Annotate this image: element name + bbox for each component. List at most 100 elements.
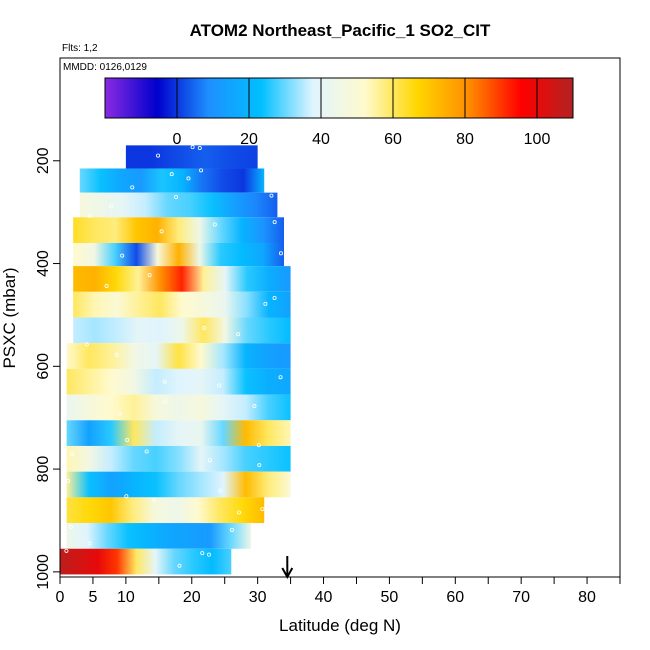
- x-tick-label: 80: [578, 589, 596, 606]
- flights-note: Flts: 1,2: [62, 43, 98, 54]
- sample-point: [252, 404, 257, 409]
- sample-point: [147, 273, 152, 278]
- y-axis: 200 400 600 800 1000: [35, 147, 60, 590]
- x-tick-label: 0: [56, 589, 65, 606]
- sample-point: [84, 342, 89, 347]
- sample-point: [174, 194, 179, 199]
- sample-point: [151, 497, 156, 502]
- y-tick-label: 200: [35, 147, 52, 174]
- sample-point: [69, 452, 74, 457]
- sample-point: [263, 301, 268, 306]
- sample-point: [208, 458, 213, 463]
- y-tick-label: 800: [35, 456, 52, 483]
- heatmap-row: [66, 368, 291, 395]
- colorbar-gradient: [104, 77, 574, 119]
- sample-points: [64, 145, 283, 568]
- sample-point: [117, 411, 122, 416]
- sample-point: [217, 383, 222, 388]
- x-tick-label: 5: [88, 589, 97, 606]
- heatmap-row: [73, 217, 284, 243]
- sample-point: [66, 478, 71, 483]
- sample-point: [87, 541, 92, 546]
- latitude-marker-arrow-icon: [281, 556, 294, 580]
- sample-point: [130, 185, 135, 190]
- heatmap-row: [79, 192, 278, 218]
- heatmap-row: [73, 266, 291, 292]
- x-axis-label: Latitude (deg N): [279, 616, 401, 635]
- sample-point: [260, 507, 265, 512]
- sample-point: [236, 510, 241, 515]
- y-tick-label: 400: [35, 250, 52, 277]
- sample-point: [144, 449, 149, 454]
- sample-point: [87, 213, 92, 218]
- heatmap-row: [79, 168, 265, 193]
- heatmap-row: [125, 145, 258, 169]
- x-tick-label: 40: [315, 589, 333, 606]
- heatmap-cells: [60, 145, 291, 575]
- sample-point: [169, 172, 174, 177]
- colorbar-tick-label: 0: [173, 131, 182, 148]
- sample-point: [64, 548, 69, 553]
- sample-point: [278, 375, 283, 380]
- sample-point: [199, 168, 204, 173]
- x-tick-label: 20: [183, 589, 201, 606]
- marker-head: [281, 567, 294, 580]
- x-tick-label: 50: [381, 589, 399, 606]
- colorbar-tick-label: 20: [240, 131, 258, 148]
- heatmap-row: [66, 343, 291, 369]
- sample-point: [125, 437, 130, 442]
- sample-point: [162, 379, 167, 384]
- sample-point: [114, 352, 119, 357]
- mmdd-note: MMDD: 0126,0129: [63, 62, 147, 73]
- heatmap-row: [73, 291, 291, 318]
- x-tick-label: 70: [512, 589, 530, 606]
- sample-point: [156, 153, 161, 158]
- sample-point: [256, 443, 261, 448]
- y-tick-label: 600: [35, 353, 52, 380]
- heatmap-row: [66, 471, 291, 498]
- plot-frame: [59, 57, 621, 578]
- sample-point: [197, 146, 202, 151]
- colorbar-tick-label: 40: [312, 131, 330, 148]
- x-axis: 0 5 10 20 30 40 50 60 70 80: [56, 577, 621, 606]
- y-tick-label: 1000: [35, 554, 52, 590]
- sample-point: [272, 220, 277, 225]
- colorbar-tick-label: 80: [456, 131, 474, 148]
- sample-point: [159, 229, 164, 234]
- x-tick-label: 10: [117, 589, 135, 606]
- sample-point: [69, 525, 74, 530]
- sample-point: [212, 222, 217, 227]
- sample-point: [186, 176, 191, 181]
- colorbar-ticks: 0 20 40 60 80 100: [173, 78, 551, 148]
- heatmap-row: [66, 497, 265, 524]
- x-tick-label: 30: [249, 589, 267, 606]
- heatmap-row: [73, 317, 291, 344]
- heatmap-row: [66, 523, 252, 549]
- sample-point: [272, 295, 277, 300]
- sample-point: [124, 494, 129, 499]
- sample-point: [202, 325, 207, 330]
- heatmap-row: [66, 394, 291, 421]
- heatmap-row: [66, 420, 291, 446]
- heatmap-row: [66, 445, 291, 472]
- heatmap-row: [73, 242, 284, 267]
- sample-point: [218, 488, 223, 493]
- sample-point: [236, 332, 241, 337]
- sample-point: [120, 253, 125, 258]
- y-axis-label: PSXC (mbar): [0, 267, 19, 368]
- sample-point: [162, 399, 167, 404]
- sample-point: [206, 552, 211, 557]
- sample-point: [269, 193, 274, 198]
- sample-point: [190, 145, 195, 150]
- sample-point: [108, 204, 113, 209]
- sample-point: [200, 551, 205, 556]
- sample-point: [278, 251, 283, 256]
- colorbar-tick-label: 100: [524, 131, 551, 148]
- sample-point: [257, 463, 262, 468]
- sample-point: [177, 563, 182, 568]
- heatmap-row: [60, 548, 232, 575]
- colorbar-tick-label: 60: [384, 131, 402, 148]
- sample-point: [104, 283, 109, 288]
- chart-title: ATOM2 Northeast_Pacific_1 SO2_CIT: [190, 21, 491, 40]
